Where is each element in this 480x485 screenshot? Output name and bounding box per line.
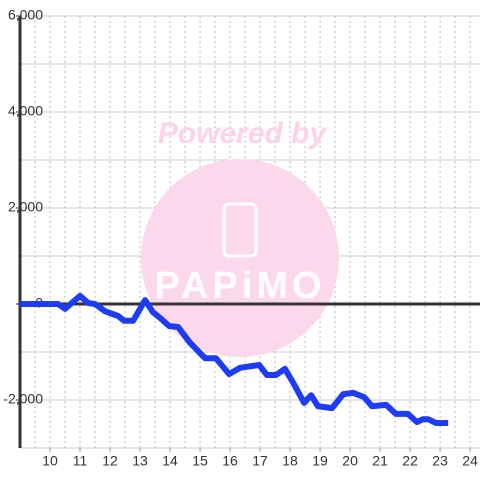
x-tick-label: 18	[282, 453, 298, 469]
x-tick-label: 11	[73, 453, 88, 469]
x-tick-label: 13	[132, 453, 148, 469]
watermark-text: Powered by	[158, 117, 328, 150]
x-tick-label: 17	[252, 453, 268, 469]
y-tick-label: -2,000	[3, 391, 43, 407]
x-tick-label: 21	[372, 453, 388, 469]
x-tick-label: 12	[102, 453, 118, 469]
y-tick-label: 4,000	[8, 103, 43, 119]
y-tick-label: 2,000	[8, 199, 43, 215]
watermark-logo: PAPiMO	[154, 265, 325, 307]
x-tick-label: 14	[162, 453, 178, 469]
x-tick-label: 22	[402, 453, 418, 469]
watermark-circle	[141, 159, 339, 357]
x-tick-label: 16	[222, 453, 238, 469]
x-tick-label: 10	[42, 453, 58, 469]
data-line	[20, 292, 449, 427]
x-tick-label: 20	[342, 453, 358, 469]
x-tick-label: 19	[312, 453, 328, 469]
x-tick-label: 23	[432, 453, 448, 469]
x-tick-label: 24	[462, 453, 478, 469]
x-tick-label: 15	[192, 453, 208, 469]
y-tick-label: 6,000	[8, 7, 43, 23]
watermark-icon	[222, 202, 258, 258]
